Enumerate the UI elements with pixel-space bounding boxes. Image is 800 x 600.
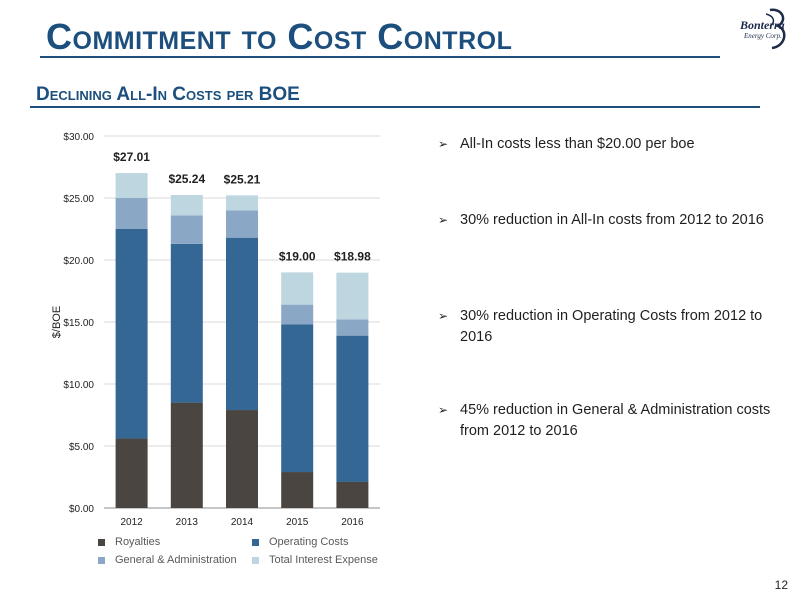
logo-name: Bonterra	[740, 18, 785, 32]
arrow-bullet-icon: ➢	[438, 137, 449, 151]
bar-segment	[226, 210, 258, 238]
bar-segment	[281, 272, 314, 305]
bullet-text: 30% reduction in Operating Costs from 20…	[460, 308, 763, 345]
bar-segment	[170, 195, 203, 216]
bar-segment	[336, 272, 369, 320]
arrow-bullet-icon: ➢	[438, 309, 449, 323]
total-label: $18.98	[334, 250, 371, 264]
legend-label: Total Interest Expense	[269, 554, 378, 566]
bullet-item: ➢ All-In costs less than $20.00 per boe	[438, 134, 790, 155]
legend-label: Operating Costs	[269, 536, 349, 548]
bar-segment	[170, 215, 203, 244]
arrow-bullet-icon: ➢	[438, 213, 449, 227]
page-title: Commitment to Cost Control	[46, 16, 513, 57]
cost-chart: $0.00 $5.00 $10.00 $15.00 $20.00 $25.00 $30.00…	[51, 132, 380, 528]
bullet-item: ➢ 30% reduction in All-In costs from 2012…	[438, 210, 790, 231]
x-tick-labels: 2012 2013 2014 2015 2016	[120, 517, 363, 528]
bar-segment	[226, 237, 258, 411]
y-axis-label: $/BOE	[51, 306, 63, 338]
bar-segment	[336, 319, 369, 336]
bar-segment	[281, 304, 314, 325]
y-tick-label: $25.00	[63, 194, 94, 205]
arrow-bullet-icon: ➢	[438, 403, 449, 417]
y-tick-label: $0.00	[69, 504, 94, 515]
total-label: $25.24	[168, 172, 205, 186]
x-tick-label: 2015	[286, 517, 309, 528]
legend-swatch	[98, 556, 105, 564]
bar-segment	[226, 195, 258, 211]
bar-segment	[170, 402, 203, 508]
bar-segment	[281, 324, 314, 473]
bar-segment	[336, 335, 369, 482]
legend-swatch	[252, 556, 259, 564]
bullet-text: 30% reduction in All-In costs from 2012 …	[460, 212, 764, 228]
slide-subtitle: Declining All-In Costs per BOE	[36, 84, 300, 105]
legend-swatch	[98, 538, 105, 546]
y-tick-label: $15.00	[63, 318, 94, 329]
legend-item-operating-costs: Operating Costs	[252, 536, 348, 548]
y-tick-label: $5.00	[69, 442, 94, 453]
x-tick-label: 2016	[341, 517, 364, 528]
bar-segment	[170, 243, 203, 403]
title-divider	[40, 56, 720, 58]
legend-swatch	[252, 538, 259, 546]
bullet-text: All-In costs less than $20.00 per boe	[460, 136, 695, 152]
bullet-item: ➢ 45% reduction in General & Administrati…	[438, 400, 790, 442]
x-tick-label: 2012	[120, 517, 143, 528]
bar-segment	[115, 229, 148, 439]
x-tick-label: 2014	[231, 517, 254, 528]
bullet-item: ➢ 30% reduction in Operating Costs from 2…	[438, 306, 790, 348]
total-label: $19.00	[279, 249, 316, 263]
y-tick-labels: $0.00 $5.00 $10.00 $15.00 $20.00 $25.00 $30.00	[63, 132, 94, 515]
legend-label: General & Administration	[115, 554, 237, 566]
legend-item-general-administration: General & Administration	[98, 554, 237, 566]
bullet-text: 45% reduction in General & Administratio…	[460, 402, 771, 439]
bar-segment	[115, 198, 148, 229]
page-number: 12	[774, 578, 788, 592]
y-tick-label: $10.00	[63, 380, 94, 391]
legend-item-total-interest-expense: Total Interest Expense	[252, 554, 378, 566]
legend-item-royalties: Royalties	[98, 536, 160, 548]
y-tick-label: $20.00	[63, 256, 94, 267]
chart-legend: Royalties Operating Costs General & Admi…	[98, 536, 398, 572]
total-label: $27.01	[113, 150, 150, 164]
legend-label: Royalties	[115, 536, 161, 548]
logo-subtitle: Energy Corp.	[744, 32, 782, 40]
total-label: $25.21	[224, 172, 261, 186]
bar-segment	[115, 438, 148, 508]
bar-segment	[281, 472, 314, 508]
bar-segment	[336, 481, 369, 508]
total-labels: $27.01 $25.24 $25.21 $19.00 $18.98	[113, 150, 371, 264]
bar-segment	[115, 173, 148, 198]
company-logo-icon	[765, 8, 786, 50]
bar-segment	[226, 410, 258, 508]
subtitle-divider	[30, 106, 760, 108]
chart-bars	[115, 173, 369, 508]
y-tick-label: $30.00	[63, 132, 94, 143]
x-tick-label: 2013	[176, 517, 199, 528]
